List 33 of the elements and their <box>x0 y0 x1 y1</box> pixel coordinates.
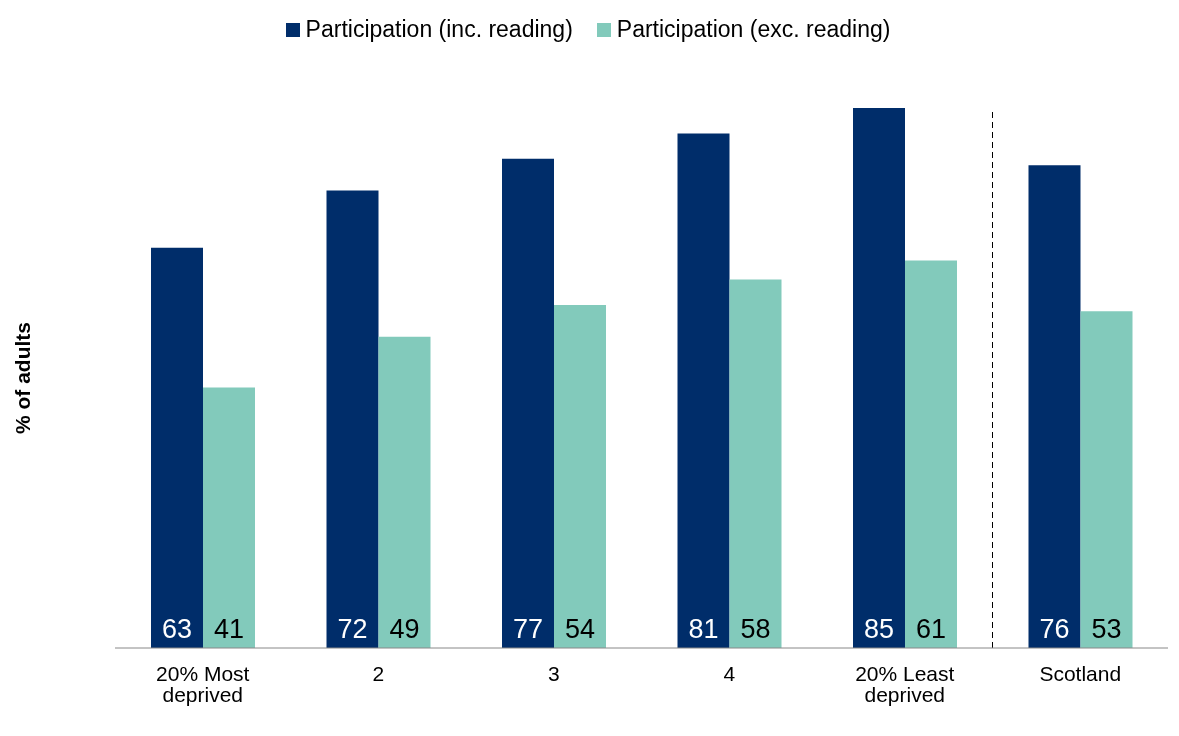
data-label: 49 <box>389 614 420 644</box>
bar <box>326 190 379 648</box>
bar <box>554 304 606 648</box>
x-tick-label: 4 <box>723 661 736 685</box>
x-tick-label: Scotland <box>1039 661 1122 685</box>
bar <box>905 260 957 648</box>
data-label: 85 <box>863 614 895 644</box>
data-label: 76 <box>1039 614 1070 644</box>
bar <box>203 387 255 648</box>
data-label: 61 <box>915 614 947 644</box>
data-label: 41 <box>213 614 245 644</box>
data-label: 77 <box>512 614 544 644</box>
y-axis-title: % of adults <box>11 321 35 435</box>
x-tick-label: 20% Least deprived <box>855 661 955 706</box>
x-tick-label: 3 <box>547 661 560 685</box>
bar <box>378 336 431 648</box>
bar <box>1080 311 1133 648</box>
bar <box>151 247 203 648</box>
legend-label: Participation (inc. reading) <box>304 16 573 43</box>
bar <box>729 279 782 648</box>
bar <box>502 158 554 648</box>
data-label: 58 <box>740 614 771 644</box>
data-label: 72 <box>337 614 368 644</box>
data-label: 63 <box>161 614 193 644</box>
bar <box>853 108 905 648</box>
data-label: 81 <box>688 614 719 644</box>
bar <box>677 133 730 648</box>
data-label: 54 <box>564 614 596 644</box>
legend-label: Participation (exc. reading) <box>615 16 891 43</box>
x-tick-label: 20% Most deprived <box>156 661 250 706</box>
x-tick-label: 2 <box>372 661 385 685</box>
bar <box>1028 165 1081 648</box>
data-label: 53 <box>1091 614 1122 644</box>
